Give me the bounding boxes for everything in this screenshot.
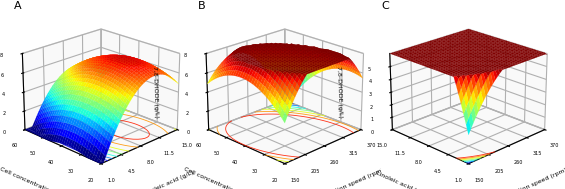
Y-axis label: Linoleic acid (g/L): Linoleic acid (g/L) (375, 170, 428, 189)
X-axis label: Agitation speed (rpm): Agitation speed (rpm) (320, 167, 385, 189)
X-axis label: Agitation speed (rpm): Agitation speed (rpm) (503, 167, 565, 189)
X-axis label: Linoleic acid (g/L): Linoleic acid (g/L) (142, 170, 195, 189)
Y-axis label: Cell concentration (g/L): Cell concentration (g/L) (182, 166, 253, 189)
Text: A: A (14, 1, 21, 11)
Text: C: C (381, 1, 389, 11)
Y-axis label: Cell concentration (g/L): Cell concentration (g/L) (0, 166, 68, 189)
Text: B: B (197, 1, 205, 11)
